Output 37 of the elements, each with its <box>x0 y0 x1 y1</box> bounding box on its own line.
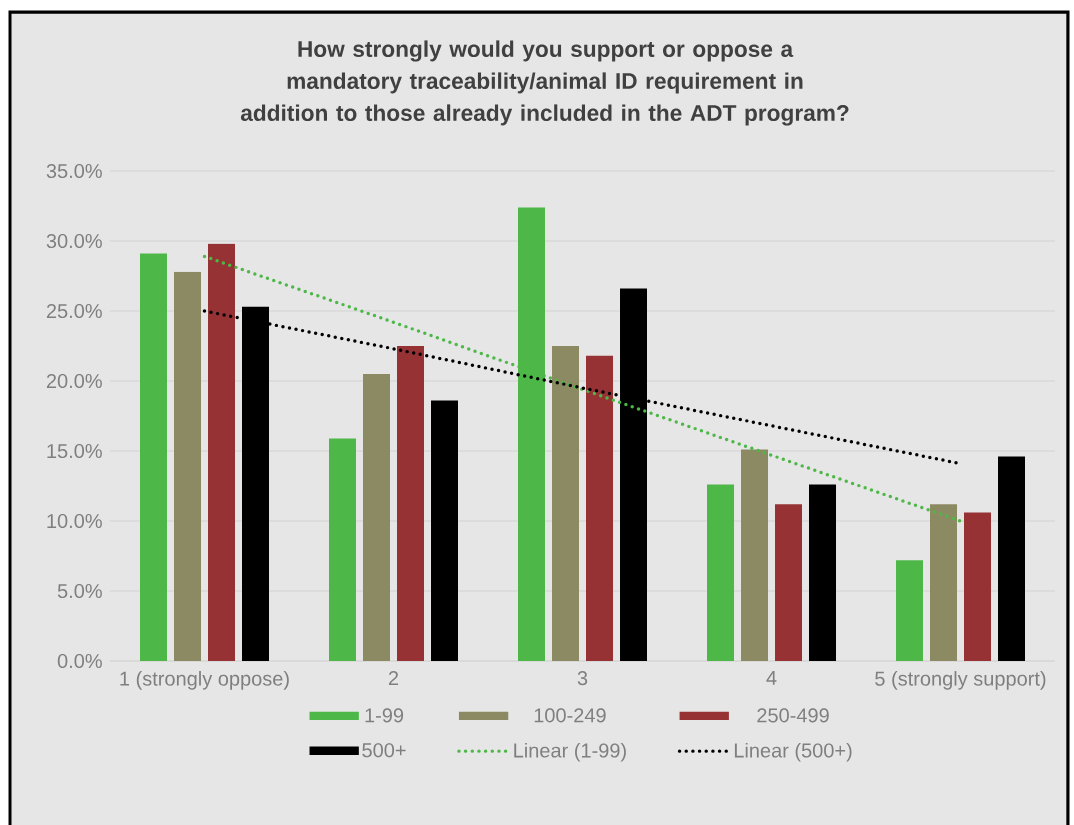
legend-label: 1-99 <box>365 708 404 723</box>
legend-label: Linear (500+) <box>734 742 852 762</box>
legend-label: 500+ <box>362 743 406 758</box>
bar <box>707 484 735 661</box>
x-tick-label: 1 (strongly oppose) <box>120 671 289 690</box>
bar <box>809 484 837 661</box>
chart-title: How strongly would you support or oppose a mandatory traceability/animal ID requirement in addition to those already included in the ADT program? <box>240 40 849 126</box>
y-tick-label: 5.0% <box>57 583 102 599</box>
bar <box>431 400 458 661</box>
bar <box>397 346 425 661</box>
bar <box>775 504 803 661</box>
bar <box>998 456 1026 661</box>
y-tick-label: 30.0% <box>46 233 102 249</box>
x-tick-label: 4 <box>766 671 777 685</box>
bar <box>363 374 390 661</box>
y-tick-label: 10.0% <box>47 513 102 529</box>
y-tick-label: 15.0% <box>47 443 102 459</box>
bar <box>140 253 168 661</box>
bar <box>741 449 769 661</box>
bar <box>174 271 201 661</box>
legend-label: Linear (1-99) <box>514 742 626 762</box>
bar <box>586 355 614 661</box>
y-tick-label: 20.0% <box>46 373 102 389</box>
bar <box>930 504 958 661</box>
bar <box>208 243 235 661</box>
y-tick-label: 0.0% <box>57 653 102 669</box>
legend-label: 100-249 <box>534 708 606 723</box>
bar <box>552 346 580 661</box>
bar <box>964 512 992 661</box>
x-tick-label: 5 (strongly support) <box>875 671 1046 690</box>
bar <box>896 560 924 661</box>
y-tick-label: 25.0% <box>46 303 102 319</box>
x-tick-label: 2 <box>388 671 399 686</box>
x-tick-label: 3 <box>577 671 588 686</box>
y-tick-label: 35.0% <box>46 163 102 179</box>
bar <box>329 438 356 661</box>
legend-label: 250-499 <box>757 708 829 723</box>
